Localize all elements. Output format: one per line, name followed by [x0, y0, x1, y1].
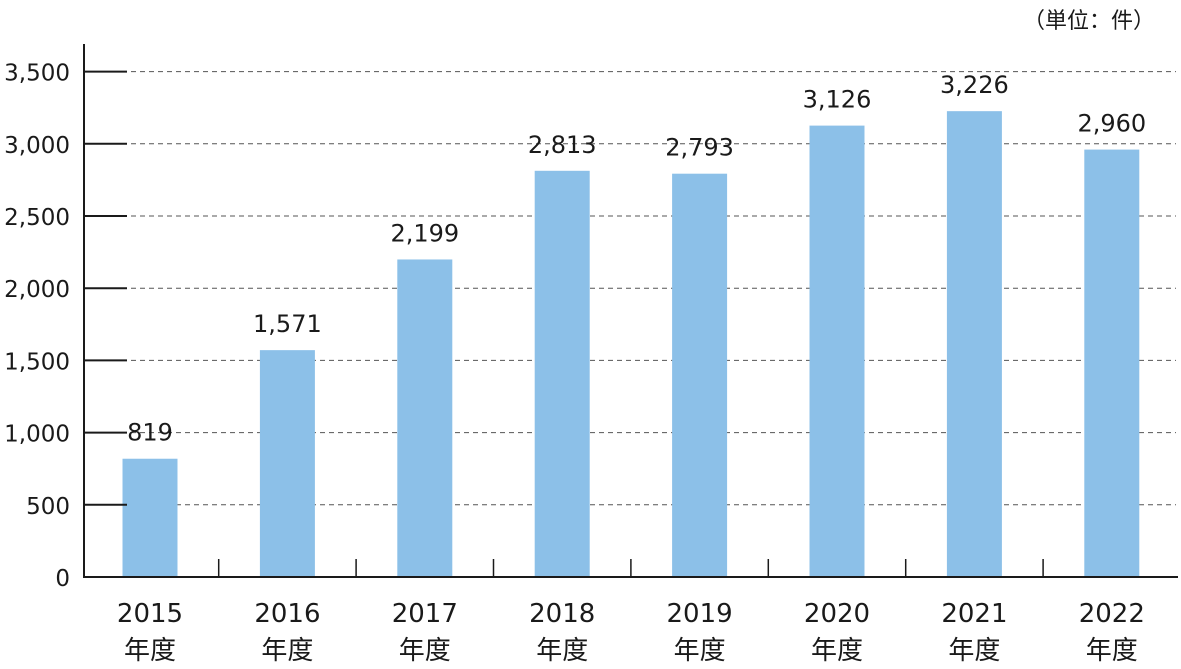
x-tick-label: 2017 — [392, 599, 458, 629]
x-tick-label: 2016 — [254, 599, 320, 629]
x-tick-label: 年度 — [536, 636, 588, 666]
y-tick-label: 0 — [55, 566, 70, 592]
x-tick-label: 年度 — [261, 636, 313, 666]
x-tick-label: 2019 — [667, 599, 733, 629]
y-tick-label: 1,500 — [4, 349, 70, 375]
bar — [946, 111, 1002, 578]
gridlines — [86, 71, 1176, 506]
x-tick-label: 年度 — [811, 636, 863, 666]
value-label: 3,226 — [940, 71, 1009, 99]
bar — [1084, 149, 1140, 578]
value-label: 3,126 — [803, 86, 872, 114]
y-tick-label: 2,500 — [4, 205, 70, 231]
x-tick-label: 年度 — [674, 636, 726, 666]
y-tick-label: 1,000 — [4, 422, 70, 448]
value-label: 819 — [127, 419, 173, 447]
y-tick-label: 3,500 — [4, 61, 70, 87]
x-tick-label: 2021 — [941, 599, 1007, 629]
bar — [397, 259, 453, 577]
unit-label: （単位：件） — [1023, 9, 1155, 34]
x-tick-label: 2018 — [529, 599, 595, 629]
value-label: 2,793 — [665, 134, 734, 162]
value-label: 2,199 — [390, 219, 459, 247]
value-label: 1,571 — [253, 310, 322, 338]
x-tick-label: 年度 — [124, 636, 176, 666]
bar — [122, 458, 178, 577]
x-tick-label: 年度 — [948, 636, 1000, 666]
y-tick-label: 3,000 — [4, 133, 70, 159]
axes — [83, 44, 1178, 578]
bar — [672, 173, 728, 577]
y-tick-label: 500 — [26, 494, 70, 520]
bar — [809, 125, 865, 578]
x-tick-label: 2022 — [1079, 599, 1145, 629]
x-tick-label: 2020 — [804, 599, 870, 629]
bar — [534, 170, 590, 577]
x-tick-label: 年度 — [399, 636, 451, 666]
x-tick-label: 年度 — [1086, 636, 1138, 666]
value-label: 2,960 — [1077, 110, 1146, 138]
value-label: 2,813 — [528, 131, 597, 159]
y-tick-label: 2,000 — [4, 277, 70, 303]
bar — [259, 350, 315, 577]
labels: 0 500 1,000 1,500 2,000 2,500 3,000 3,500 819 201… — [4, 61, 1146, 666]
bars — [122, 111, 1140, 578]
x-tick-label: 2015 — [117, 599, 183, 629]
